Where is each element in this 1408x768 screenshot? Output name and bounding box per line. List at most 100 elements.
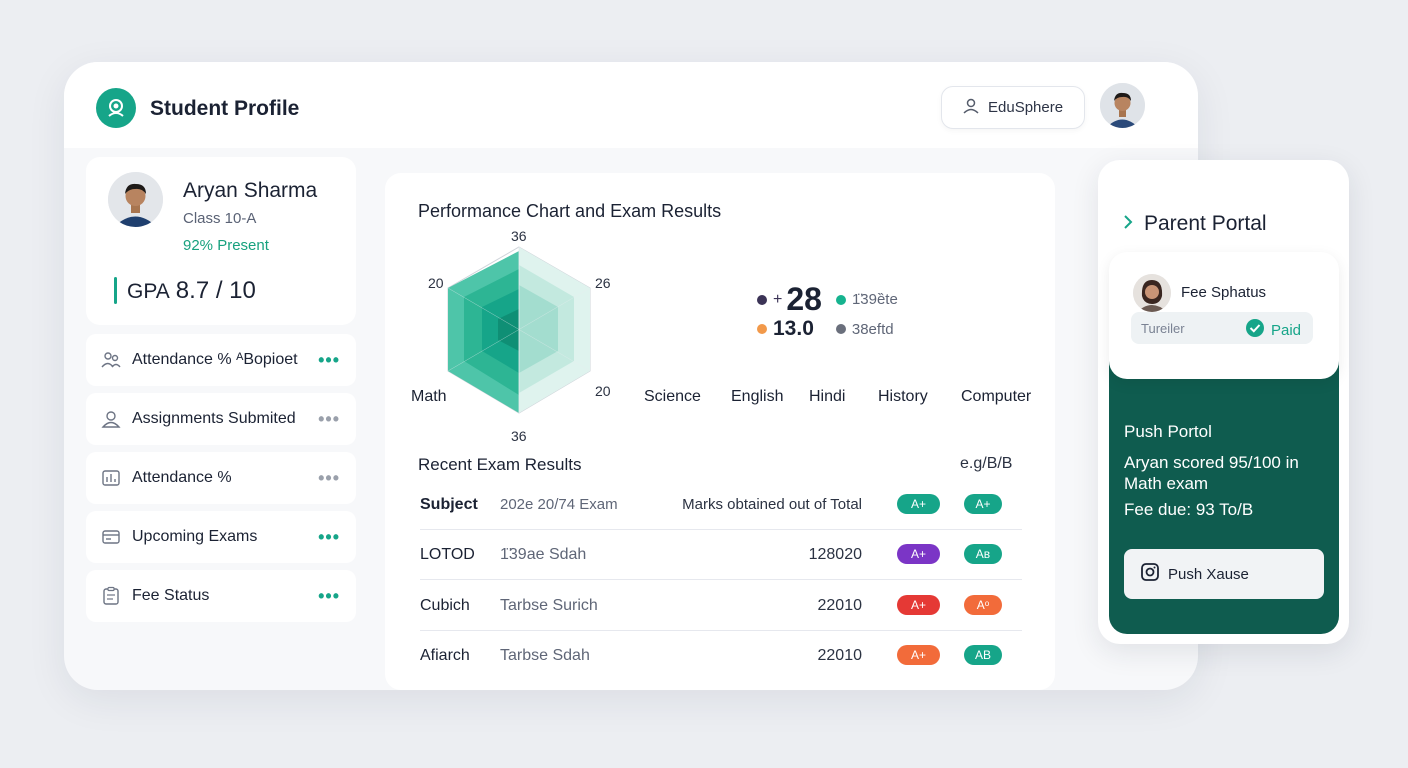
performance-card: Performance Chart and Exam Results 36 20… [385,173,1055,690]
push-button-label: Push Xause [1168,565,1249,583]
sidebar-item-assignments[interactable]: Assignments Submited ••• [86,393,356,445]
header: Student Profile EduSphere [64,62,1198,148]
fee-status-row: Tureiler Paid [1131,312,1313,344]
header-subject: Subject [420,496,478,513]
page-title: Student Profile [150,97,300,120]
radar-label-left: 20 [428,275,444,291]
row-exam: 1̈39ae Sdah [500,546,587,563]
subject-label: Computer [961,388,1032,405]
row-subject: LOTOD [420,546,475,563]
gpa-value: 8.7 / 10 [175,277,256,304]
gpa-label: GPA [127,280,170,303]
clipboard-icon [100,585,122,607]
fee-due-text: Fee due: 93 To/B [1124,500,1254,519]
org-button-label: EduSphere [988,99,1064,116]
card-icon [100,526,122,548]
row-divider [420,529,1022,530]
sidebar-item-label: Attendance % ᴬBopioet [132,351,298,368]
sidebar-item-label: Fee Status [132,587,210,604]
subject-label: Hindi [809,388,846,405]
sidebar-item-fee-status[interactable]: Fee Status ••• [86,570,356,622]
sidebar-item-attendance[interactable]: Attendance % ••• [86,452,356,504]
student-class: Class 10-A [183,210,257,227]
row-subject: Cubich [420,597,470,614]
push-message: Aryan scored 95/100 in Math exam [1124,453,1299,493]
radar-label-right: 26 [595,275,611,291]
sidebar-item-label: Upcoming Exams [132,528,258,545]
gpa-accent-bar [114,277,117,304]
paid-status: Paid [1245,318,1301,342]
user-icon [962,97,980,119]
chevron-right-icon [1122,212,1134,236]
stat-secondary: 13.0 38eftd [757,317,894,341]
student-name: Aryan Sharma [183,179,318,202]
grade-badge: A+ [897,595,940,615]
grade-scale: e.g/B/B [960,455,1013,472]
logo-icon [96,88,136,128]
table-row[interactable]: Cubich Tarbse Surich 22010 A+ Aᵒ [420,581,1022,631]
sidebar-item-attendance-report[interactable]: Attendance % ᴬBopioet ••• [86,334,356,386]
subject-label: History [878,388,928,405]
row-divider [420,579,1022,580]
more-icon[interactable]: ••• [318,468,340,488]
check-circle-icon [1245,318,1265,342]
more-icon[interactable]: ••• [318,527,340,547]
grade-badge: A+ [897,494,940,514]
radar-label-bottom: 36 [511,428,527,444]
people-icon [100,349,122,371]
push-button[interactable]: Push Xause [1124,549,1324,599]
more-icon[interactable]: ••• [318,409,340,429]
table-row[interactable]: LOTOD 1̈39ae Sdah 128020 A+ Aʙ [420,530,1022,580]
stat-value: 28 [786,281,822,317]
parent-portal-card: Parent Portal Fee Sphatus Tureiler Paid … [1098,160,1349,644]
sidebar-item-label: Attendance % [132,469,232,486]
stat-tag: 38eftd [851,320,894,338]
grade-badge: A+ [964,494,1002,514]
stat-tag-dot [835,324,846,334]
grade-badge: AB [964,645,1002,665]
fee-status-card: Fee Sphatus Tureiler Paid [1109,252,1339,379]
header-marks: Marks obtained out of Total [682,496,862,513]
parent-avatar [1133,274,1171,312]
recent-exams-title: Recent Exam Results [418,455,582,474]
chart-icon [100,467,122,489]
student-avatar [108,172,163,227]
stat-prefix: + [773,290,783,308]
stat-dot [757,294,767,305]
parent-portal-title[interactable]: Parent Portal [1122,212,1267,236]
grade-badge: A+ [897,645,940,665]
radar-subject-label: Math [411,388,447,405]
row-exam: Tarbse Surich [500,597,598,614]
org-button[interactable]: EduSphere [941,86,1085,129]
user-avatar[interactable] [1100,83,1145,128]
subject-label: English [731,388,784,405]
attendance-status: 92% Present [183,237,269,254]
table-header-row: Subject 202e 20/74 Exam Marks obtained o… [420,480,1022,530]
stat-value: 13.0 [773,317,814,340]
paid-label: Paid [1271,321,1302,339]
sidebar-item-upcoming-exams[interactable]: Upcoming Exams ••• [86,511,356,563]
table-row[interactable]: Afiarch Tarbse Sdah 22010 A+ AB [420,631,1022,681]
sidebar-item-label: Assignments Submited [132,410,296,427]
radar-label-top: 36 [511,228,527,244]
row-exam: Tarbse Sdah [500,647,590,664]
more-icon[interactable]: ••• [318,586,340,606]
fee-status-title: Fee Sphatus [1181,284,1267,301]
grade-badge: A+ [897,544,940,564]
subject-label: Science [644,388,701,405]
push-title: Push Portol [1124,422,1212,441]
row-marks: 22010 [817,647,863,664]
user-icon [100,408,122,430]
performance-title: Performance Chart and Exam Results [418,201,722,221]
parent-portal-label: Parent Portal [1144,212,1267,235]
stat-tag-dot [835,294,846,305]
row-marks: 128020 [808,546,862,563]
row-divider [420,630,1022,631]
more-icon[interactable]: ••• [318,350,340,370]
gpa-display: GPA 8.7 / 10 [127,277,256,305]
header-exam: 202e 20/74 Exam [500,496,618,513]
profile-card: Aryan Sharma Class 10-A 92% Present GPA 8… [86,157,356,325]
stat-tag: 1̈39ȅte [851,291,898,308]
row-subject: Afiarch [420,647,470,664]
grade-badge: Aʙ [964,544,1002,564]
